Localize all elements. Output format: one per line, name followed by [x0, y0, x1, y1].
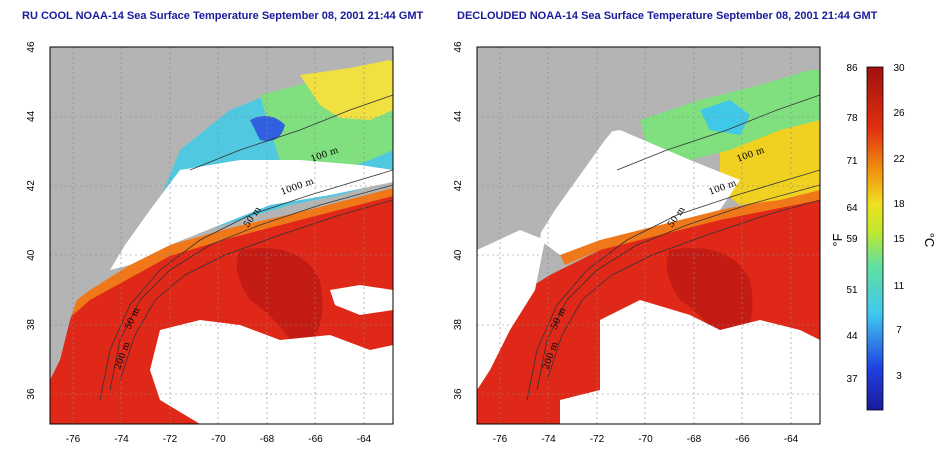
left-x-tick-label: -68	[260, 434, 275, 445]
colorbar-fahrenheit-label: 59	[846, 234, 858, 245]
colorbar-celsius-label: 22	[893, 154, 905, 165]
colorbar-celsius-label: 11	[894, 281, 905, 292]
right-x-tick-label: -76	[493, 434, 508, 445]
colorbar-fahrenheit-label: 64	[846, 203, 858, 214]
right-y-tick-label: 42	[453, 180, 464, 192]
colorbar-fahrenheit-label: 44	[846, 331, 858, 342]
left-cloud-band	[110, 160, 393, 270]
right-shelf-cloud	[540, 130, 740, 255]
colorbar-celsius-label: 3	[896, 371, 902, 382]
right-yellow-water	[720, 120, 820, 205]
colorbar-fahrenheit-label: 51	[846, 285, 858, 296]
right-map-title: DECLOUDED NOAA-14 Sea Surface Temperatur…	[457, 10, 878, 22]
colorbar-celsius-label: 26	[893, 108, 905, 119]
fahrenheit-unit: °F	[830, 233, 845, 246]
left-y-tick-label: 36	[26, 388, 37, 400]
left-coast-land	[50, 47, 240, 380]
left-grid	[50, 47, 393, 424]
right-shelf-front	[560, 190, 820, 265]
colorbar-gradient	[866, 66, 884, 411]
right-x-tick-label: -68	[687, 434, 702, 445]
left-y-tick-label: 40	[26, 249, 37, 261]
right-x-tick-label: -64	[784, 434, 799, 445]
right-coastal-cloud	[477, 230, 545, 390]
left-x-tick-label: -72	[163, 434, 178, 445]
right-map-frame	[476, 46, 821, 425]
right-y-tick-label: 44	[453, 110, 464, 122]
colorbar-fahrenheit-label: 86	[846, 63, 858, 74]
left-y-tick-label: 42	[26, 180, 37, 192]
right-y-tick-label: 38	[453, 319, 464, 331]
right-y-tick-label: 46	[453, 41, 464, 53]
right-cloud-south	[600, 300, 820, 424]
left-x-tick-label: -64	[357, 434, 372, 445]
right-x-tick-label: -66	[735, 434, 750, 445]
left-y-tick-label: 44	[26, 110, 37, 122]
right-y-tick-label: 36	[453, 388, 464, 400]
colorbar-celsius-label: 18	[893, 199, 905, 210]
right-y-tick-label: 40	[453, 249, 464, 261]
right-cloud-sw	[560, 390, 640, 424]
colorbar-celsius-label: 15	[893, 234, 905, 245]
right-x-tick-label: -70	[638, 434, 653, 445]
celsius-unit: °C	[922, 233, 937, 248]
colorbar-celsius-label: 7	[896, 325, 902, 336]
axis-ticks: -76 -74 -72 -70 -68 -66 -64 46 44 42 40 38 36 -76 -74 -…	[26, 41, 799, 445]
left-x-tick-label: -74	[114, 434, 129, 445]
colorbar-fahrenheit-label: 37	[846, 374, 858, 385]
colorbar-fahrenheit-label: 71	[846, 156, 858, 167]
left-y-tick-label: 46	[26, 41, 37, 53]
right-coast-land	[477, 47, 670, 380]
right-cyan-water	[700, 100, 750, 135]
left-map-title: RU COOL NOAA-14 Sea Surface Temperature …	[22, 10, 424, 22]
left-map	[50, 47, 393, 424]
left-map-frame	[49, 46, 394, 425]
left-yellow-water	[300, 60, 393, 120]
left-x-tick-label: -66	[308, 434, 323, 445]
left-cloud-south	[150, 320, 393, 424]
left-shelf-front	[50, 188, 393, 335]
colorbar-fahrenheit-label: 78	[846, 113, 858, 124]
colorbar-celsius-label: 30	[893, 63, 905, 74]
left-y-tick-label: 38	[26, 319, 37, 331]
left-x-tick-label: -70	[211, 434, 226, 445]
left-x-tick-label: -76	[66, 434, 81, 445]
colorbar: 86 78 71 64 59 51 44 37 30 26 22 18 15 11 7 3 °F °C	[830, 63, 937, 411]
right-x-tick-label: -72	[590, 434, 605, 445]
left-cloud-east	[330, 285, 393, 315]
right-map	[477, 47, 820, 424]
colorbar-labels: 86 78 71 64 59 51 44 37 30 26 22 18 15 11 7 3	[846, 63, 905, 385]
left-warm-eddy	[236, 248, 323, 355]
left-cold-patch	[250, 116, 285, 141]
right-grid	[477, 47, 820, 424]
right-x-tick-label: -74	[541, 434, 556, 445]
